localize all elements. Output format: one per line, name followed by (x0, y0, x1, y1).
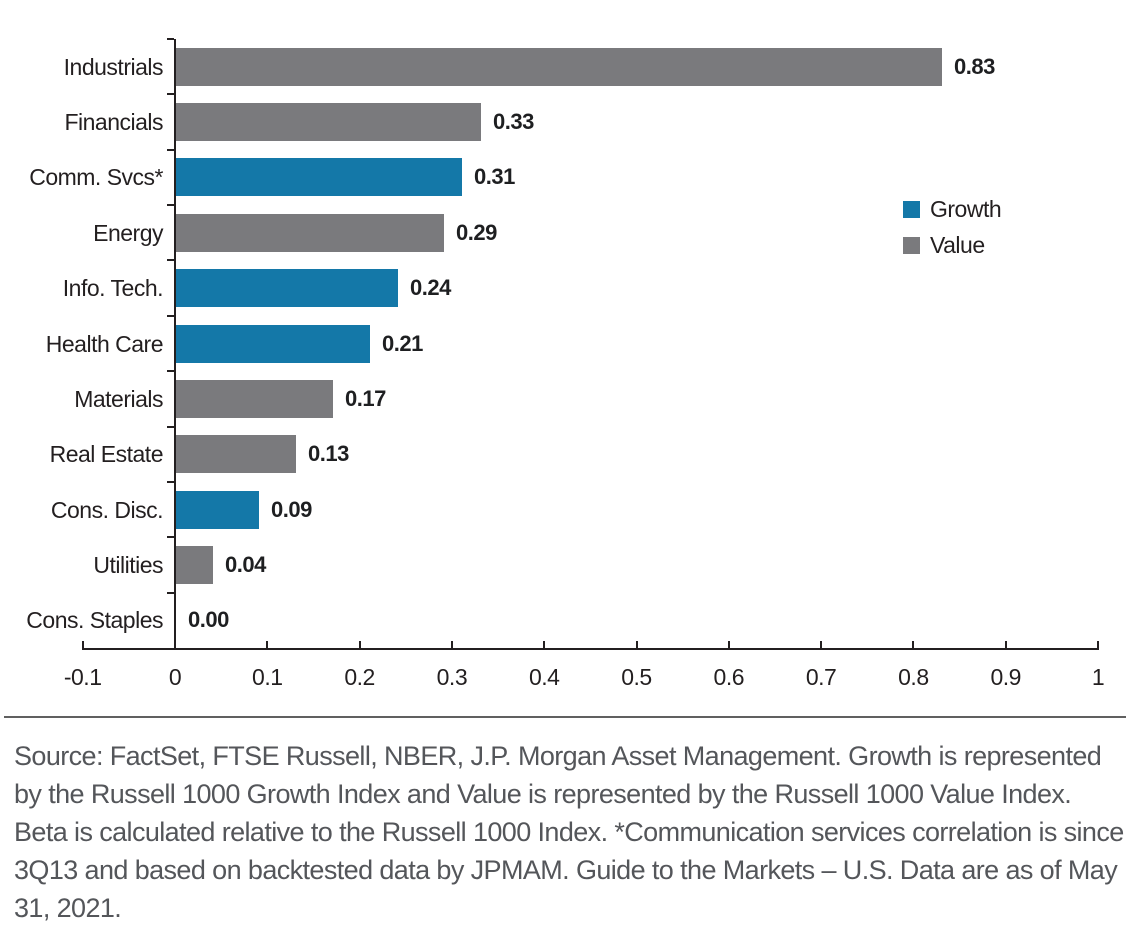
x-tick-label: 0.9 (990, 664, 1021, 690)
category-label: Financials (64, 109, 163, 136)
bar-value-label: 0.24 (410, 275, 451, 301)
x-tick (727, 641, 730, 649)
bar (176, 103, 481, 142)
bar-value-label: 0.00 (188, 607, 229, 633)
x-tick (543, 641, 546, 649)
x-tick (635, 641, 638, 649)
category-label: Health Care (45, 330, 164, 357)
category-label: Materials (74, 385, 163, 412)
value-swatch-icon (903, 237, 920, 254)
category-label: Energy (93, 219, 163, 246)
x-tick (266, 641, 269, 649)
legend-item-growth: Growth (903, 196, 1002, 223)
x-tick-label: 0.2 (344, 664, 375, 690)
x-tick-label: 0.4 (528, 664, 560, 690)
x-tick (358, 641, 361, 649)
category-label: Industrials (63, 53, 164, 80)
x-tick-label: 0.5 (621, 664, 652, 690)
bar (176, 269, 398, 308)
x-tick-label: 0.8 (898, 664, 929, 690)
bar (176, 435, 296, 474)
legend-label-value: Value (930, 232, 985, 258)
bar-value-label: 0.33 (493, 109, 534, 135)
bar-value-label: 0.09 (271, 496, 312, 522)
x-tick (1004, 641, 1007, 649)
category-label: Cons. Disc. (50, 496, 164, 523)
bar-value-label: 0.17 (345, 385, 386, 411)
growth-swatch-icon (903, 201, 920, 218)
bar-value-label: 0.13 (308, 441, 349, 467)
y-tick (167, 259, 174, 262)
legend-item-value: Value (903, 232, 1001, 259)
bar-value-label: 0.21 (382, 330, 423, 356)
x-tick-label: 0.7 (805, 664, 837, 690)
bar (176, 213, 444, 252)
y-tick (167, 536, 174, 539)
category-label: Comm. Svcs* (29, 164, 163, 191)
category-label: Cons. Staples (26, 607, 163, 634)
y-tick (167, 38, 174, 40)
y-tick (167, 204, 174, 207)
y-tick (167, 93, 174, 96)
x-tick-label: 0.6 (713, 664, 745, 690)
source-footnote: Source: FactSet, FTSE Russell, NBER, J.P… (14, 741, 1124, 923)
x-tick (912, 641, 915, 649)
bar (176, 324, 370, 363)
bar-value-label: 0.83 (954, 53, 995, 79)
bar-value-label: 0.31 (474, 164, 515, 190)
bar-value-label: 0.04 (225, 551, 266, 577)
x-tick-label: 0.1 (252, 664, 283, 690)
x-tick (81, 641, 84, 649)
x-tick-label: 1 (1091, 664, 1105, 690)
x-tick (174, 641, 176, 649)
y-tick (167, 314, 174, 317)
beta-by-sector-bar-chart: Industrials 0.83 Financials 0.33 Comm. Svcs*… (26, 38, 1105, 690)
legend-label-growth: Growth (930, 196, 1002, 222)
x-axis-line (82, 648, 1099, 650)
bar-value-label: 0.29 (456, 219, 497, 245)
bar (176, 490, 259, 529)
bar (176, 47, 942, 86)
legend: Growth Value (903, 196, 1002, 268)
category-label: Info. Tech. (62, 275, 164, 302)
y-tick (167, 480, 174, 483)
category-label: Utilities (93, 551, 163, 578)
x-tick-label: 0 (168, 664, 182, 690)
y-tick (167, 370, 174, 373)
x-tick (450, 641, 453, 649)
y-tick (167, 148, 174, 151)
bar (176, 158, 462, 197)
footer-divider (4, 716, 1126, 718)
x-tick-label: -0.1 (63, 664, 102, 690)
x-tick (820, 641, 823, 649)
bar (176, 379, 333, 418)
bar (176, 545, 213, 584)
category-label: Real Estate (49, 441, 164, 468)
x-tick-label: 0.3 (436, 664, 468, 690)
y-tick (167, 591, 174, 594)
y-tick (167, 425, 174, 428)
x-tick (1097, 641, 1099, 649)
y-axis-line (174, 39, 176, 650)
